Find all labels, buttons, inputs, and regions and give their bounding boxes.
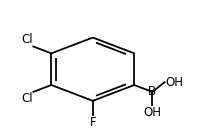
Text: F: F (89, 116, 96, 129)
Text: Cl: Cl (21, 33, 33, 46)
Text: Cl: Cl (21, 92, 33, 105)
Text: OH: OH (143, 106, 161, 119)
Text: B: B (148, 85, 156, 98)
Text: OH: OH (165, 76, 183, 89)
